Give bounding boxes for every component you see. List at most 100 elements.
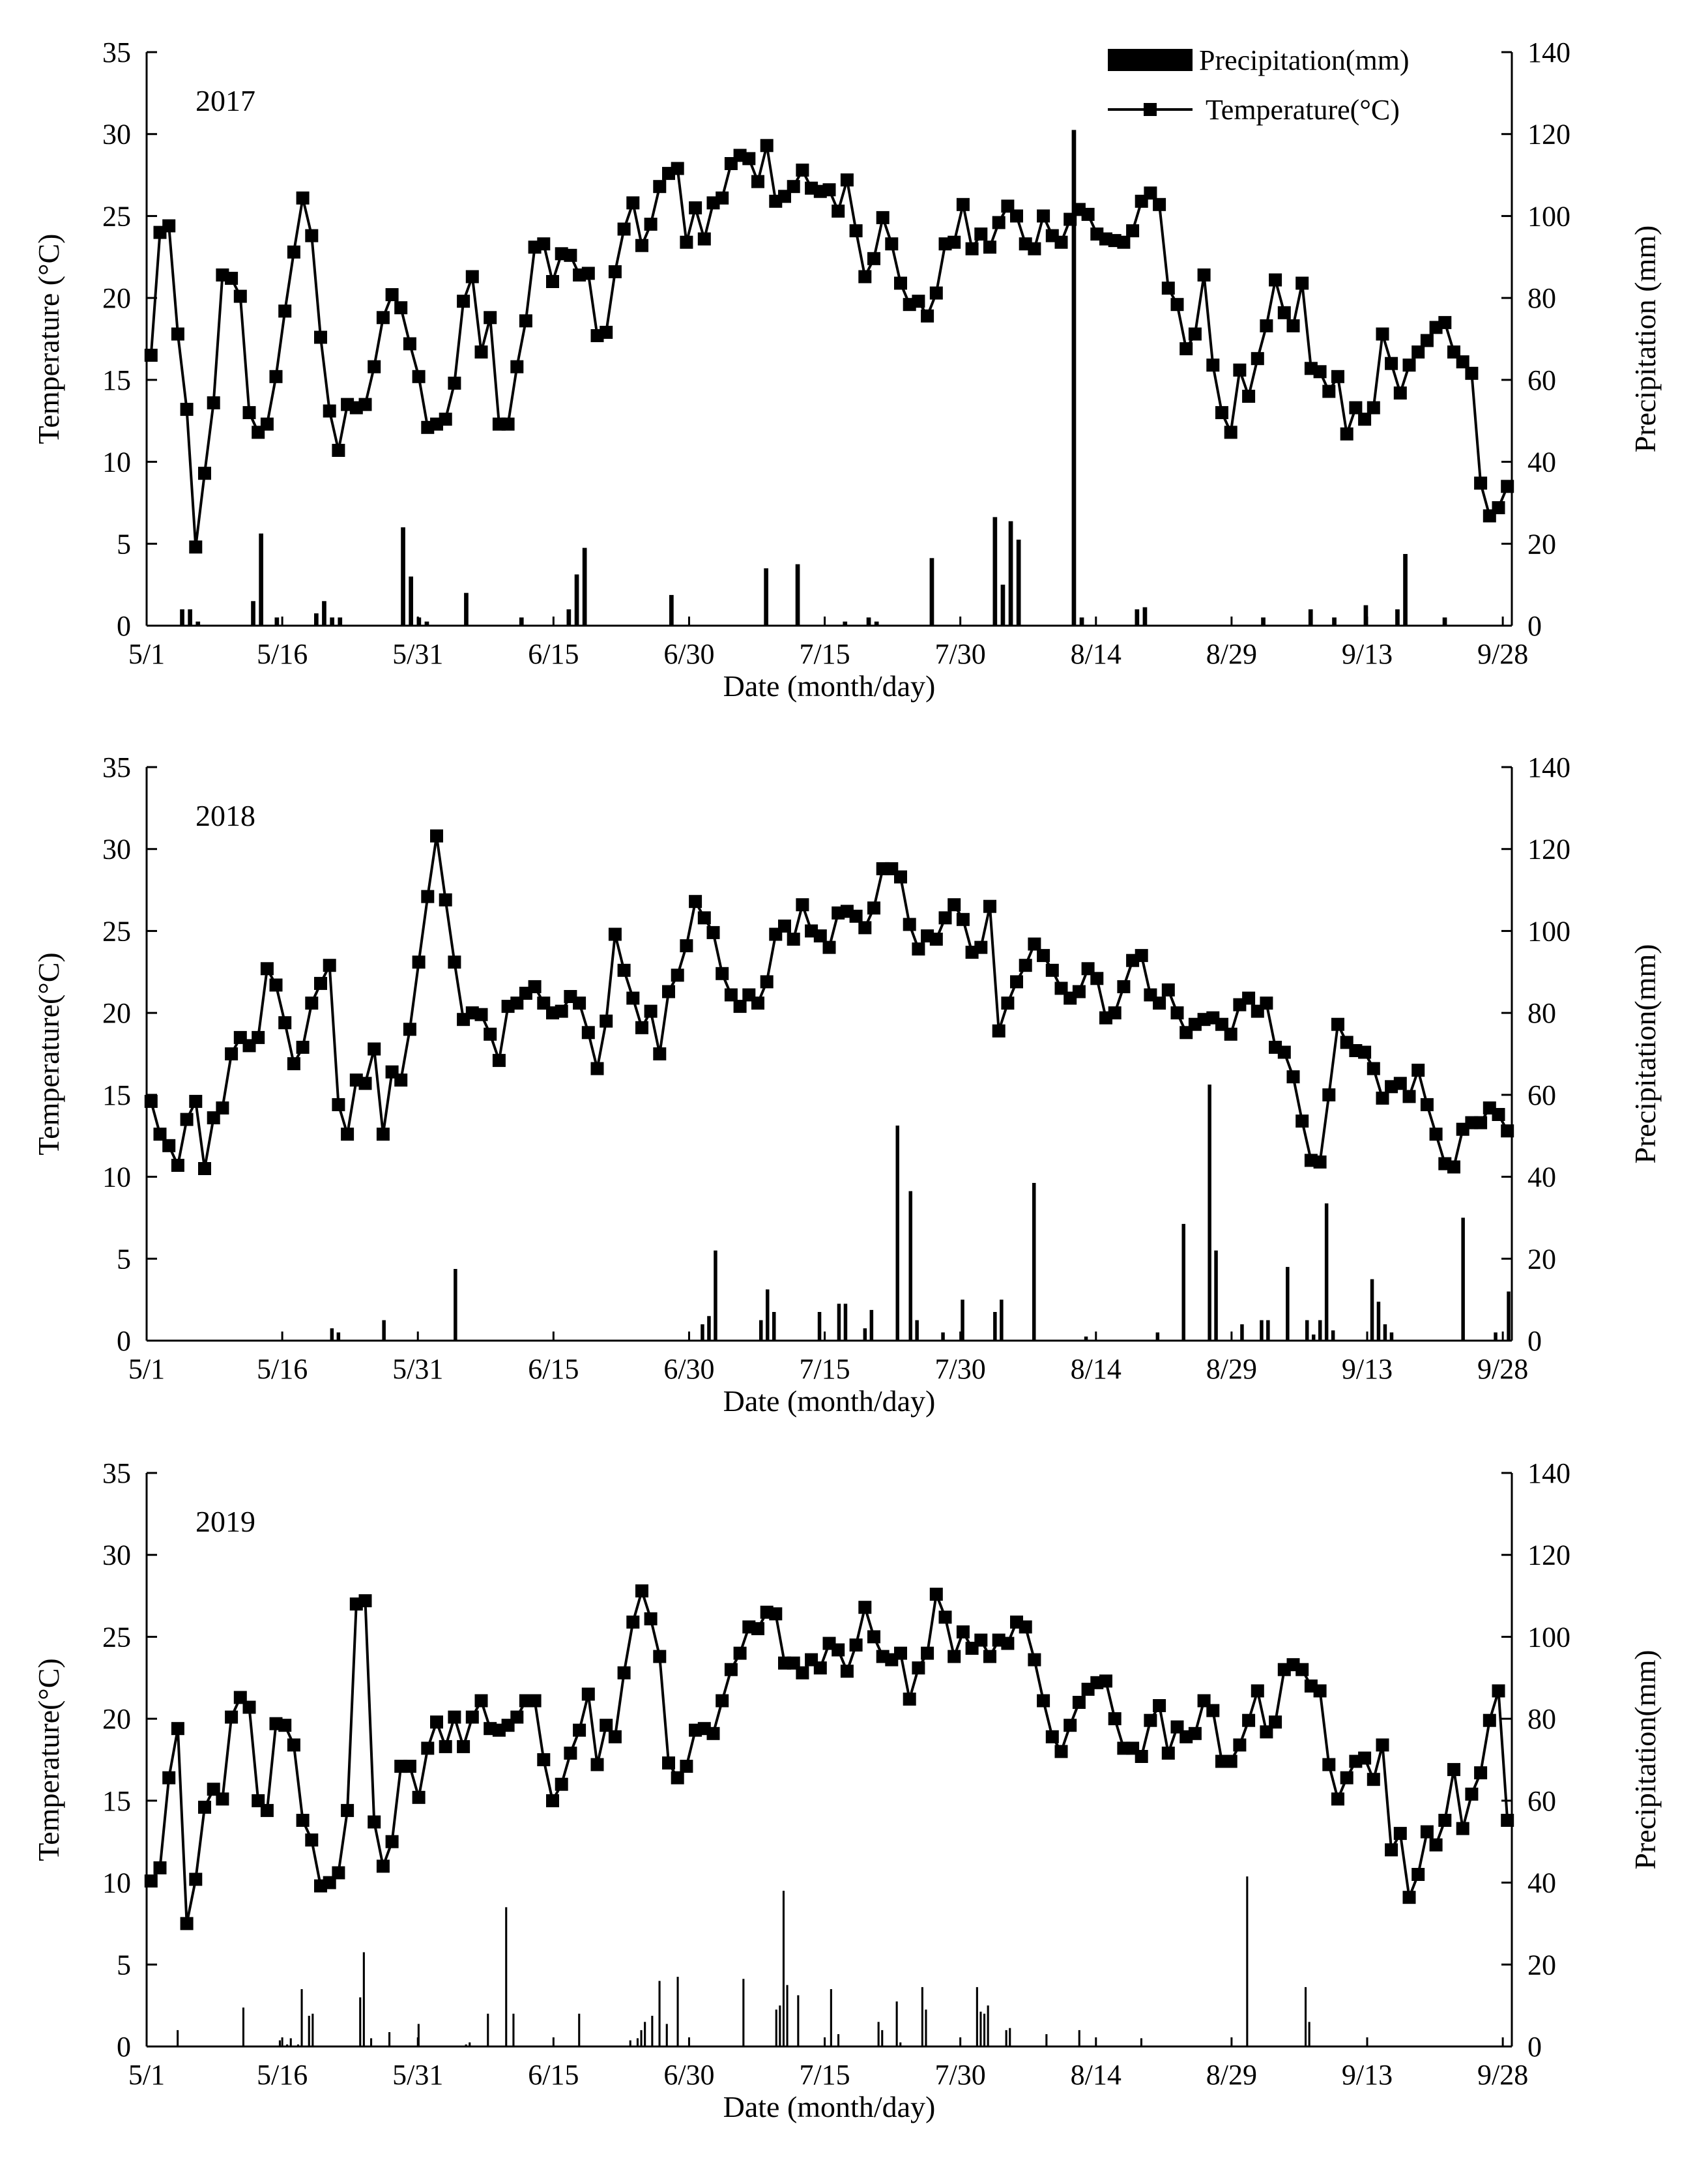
temperature-point <box>716 1694 729 1708</box>
temperature-point <box>537 237 551 251</box>
temperature-point <box>849 1638 863 1652</box>
precipitation-bar <box>775 2009 777 2046</box>
temperature-points <box>144 139 1514 554</box>
temperature-point <box>1331 1792 1344 1806</box>
temperature-point <box>287 245 300 259</box>
temperature-point <box>1099 1674 1112 1688</box>
temperature-point <box>1197 268 1211 282</box>
precipitation-bar <box>1142 607 1148 626</box>
temperature-point <box>635 239 648 252</box>
temperature-point <box>1117 235 1131 249</box>
precipitation-bar <box>251 601 255 626</box>
x-tick-label: 5/16 <box>257 638 308 670</box>
left-tick-label: 20 <box>102 282 131 314</box>
precipitation-bar <box>644 2022 646 2046</box>
temperature-point <box>376 311 390 325</box>
temperature-point <box>590 1758 604 1771</box>
temperature-point <box>394 1073 408 1087</box>
temperature-point <box>1161 983 1175 997</box>
temperature-point <box>929 1588 943 1601</box>
temperature-points <box>144 829 1514 1175</box>
temperature-point <box>1072 1696 1086 1709</box>
temperature-point <box>269 978 283 992</box>
temperature-point <box>832 1643 845 1657</box>
precipitation-bar <box>877 2022 880 2046</box>
temperature-point <box>974 227 988 241</box>
precipitation-bar <box>1079 617 1084 626</box>
temperature-point <box>929 933 943 946</box>
precipitation-bar <box>370 2038 373 2046</box>
precipitation-bar <box>1008 521 1013 626</box>
x-tick-label: 9/13 <box>1342 638 1393 670</box>
temperature-point <box>332 444 345 457</box>
temperature-point <box>1019 1620 1032 1634</box>
temperature-point <box>1367 1773 1380 1786</box>
left-tick-label: 35 <box>102 751 131 783</box>
temperature-point <box>1411 345 1425 359</box>
temperature-point <box>1358 413 1372 426</box>
precipitation-bar <box>817 1312 822 1341</box>
x-tick-label: 5/1 <box>128 2059 165 2091</box>
temperature-point <box>1313 1155 1327 1169</box>
precipitation-bar <box>1261 617 1266 626</box>
temperature-point <box>207 396 220 410</box>
temperature-point <box>840 1665 854 1678</box>
temperature-point <box>305 997 319 1010</box>
left-tick-label: 30 <box>102 119 131 151</box>
x-tick-label: 6/30 <box>663 1353 714 1385</box>
temperature-point <box>671 162 684 175</box>
temperature-point <box>1260 319 1273 332</box>
temperature-point <box>1054 982 1068 995</box>
temperature-point <box>1144 1713 1157 1727</box>
precipitation-bar <box>1208 1085 1211 1341</box>
temperature-point <box>1331 1017 1344 1031</box>
x-tick-label: 6/15 <box>528 1353 579 1385</box>
precipitation-bar <box>843 621 848 626</box>
left-tick-label: 5 <box>117 1243 131 1275</box>
temperature-point <box>1108 1712 1121 1726</box>
year-label: 2019 <box>195 1505 255 1538</box>
legend-temperature-label: Temperature(°C) <box>1206 94 1400 126</box>
temperature-point <box>742 152 756 166</box>
temperature-point <box>840 173 854 187</box>
precipitation-bar <box>286 2044 289 2046</box>
precipitation-bar <box>797 1995 800 2046</box>
x-tick-label: 7/15 <box>799 638 850 670</box>
temperature-point <box>1277 306 1291 319</box>
temperature-point <box>1233 1738 1247 1752</box>
temperature-point <box>1420 1825 1434 1839</box>
temperature-point <box>1429 1838 1443 1852</box>
temperature-point <box>1197 1694 1211 1708</box>
temperature-point <box>590 1062 604 1075</box>
temperature-point <box>751 175 764 188</box>
precipitation-bar <box>895 1126 899 1341</box>
precipitation-bar <box>707 1316 711 1341</box>
temperature-point <box>358 1077 372 1090</box>
temperature-point <box>510 360 524 373</box>
temperature-point <box>992 216 1006 229</box>
temperature-point <box>242 406 256 420</box>
precipitation-bar <box>177 2030 179 2046</box>
temperature-point <box>706 1726 720 1740</box>
precipitation-bar <box>772 1312 776 1341</box>
temperature-point <box>626 991 640 1005</box>
temperature-point <box>608 927 622 941</box>
temperature-point <box>287 1738 300 1752</box>
temperature-point <box>778 190 791 203</box>
precipitation-bar <box>987 2005 989 2046</box>
x-tick-label: 9/13 <box>1342 2059 1393 2091</box>
temperature-point <box>787 933 800 946</box>
precipitation-bar <box>881 2030 884 2046</box>
precipitation-bar <box>416 617 422 626</box>
precipitation-bar <box>1000 585 1006 626</box>
precipitation-bar <box>308 2015 310 2046</box>
precipitation-bar <box>961 1300 964 1341</box>
precipitation-bar <box>869 1309 874 1341</box>
temperature-point <box>1028 937 1041 951</box>
x-tick-label: 6/30 <box>663 2059 714 2091</box>
left-tick-label: 20 <box>102 997 131 1029</box>
right-tick-label: 140 <box>1527 36 1570 68</box>
temperature-point <box>1322 1758 1336 1771</box>
precipitation-bar <box>830 1989 832 2046</box>
